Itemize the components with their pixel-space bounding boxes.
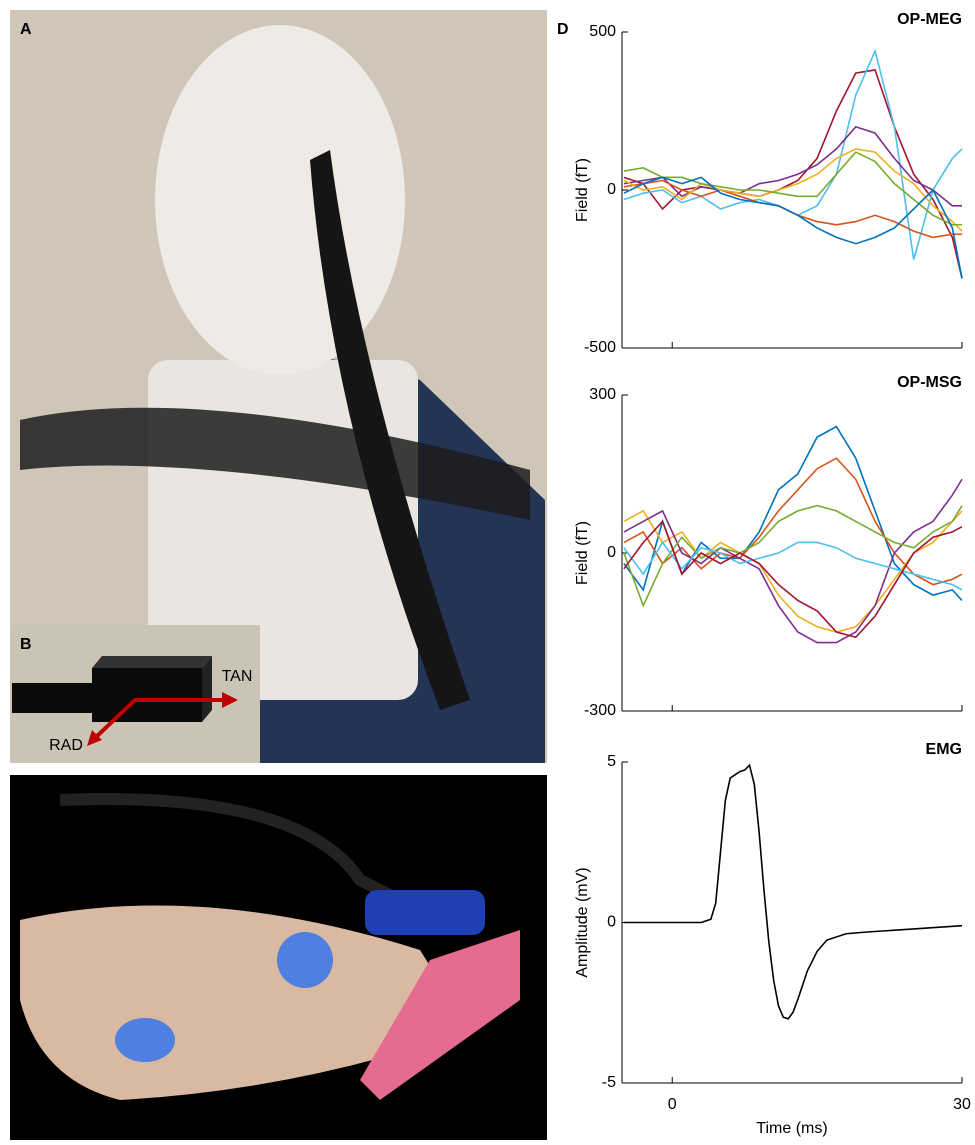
x-tick-label: 30 bbox=[953, 1096, 971, 1113]
y-tick-label: -5 bbox=[602, 1074, 616, 1091]
y-tick-label: 5 bbox=[607, 753, 616, 770]
y-tick-label: 0 bbox=[607, 181, 616, 198]
series-line bbox=[624, 51, 962, 260]
page: A B TAN RAD C D -5000500OP-MEGField (fT)… bbox=[0, 0, 975, 1140]
inset-b bbox=[10, 625, 260, 763]
panel-label: A bbox=[20, 21, 32, 38]
inset-label: TAN bbox=[222, 668, 253, 685]
series-line bbox=[624, 177, 962, 278]
y-axis-label: Field (fT) bbox=[574, 521, 591, 585]
panel-label: B bbox=[20, 636, 32, 653]
x-tick-label: 0 bbox=[668, 1096, 677, 1113]
chart-title: OP-MSG bbox=[897, 374, 962, 391]
panel-label: C bbox=[20, 803, 32, 820]
series-line bbox=[624, 479, 962, 642]
figure: A B TAN RAD C D -5000500OP-MEGField (fT)… bbox=[0, 0, 975, 1140]
y-tick-label: 300 bbox=[589, 386, 616, 403]
photo-c bbox=[10, 775, 547, 1140]
y-tick-label: 0 bbox=[607, 544, 616, 561]
y-axis-label: Amplitude (mV) bbox=[574, 867, 591, 977]
series-line bbox=[624, 765, 962, 1019]
y-tick-label: -500 bbox=[584, 339, 616, 356]
y-tick-label: 0 bbox=[607, 914, 616, 931]
x-axis-label: Time (ms) bbox=[756, 1120, 827, 1137]
inset-label: RAD bbox=[49, 737, 83, 754]
chart-title: EMG bbox=[926, 741, 962, 758]
chart-title: OP-MEG bbox=[897, 11, 962, 28]
y-tick-label: 500 bbox=[589, 23, 616, 40]
y-axis-label: Field (fT) bbox=[574, 158, 591, 222]
panel-label: D bbox=[557, 21, 569, 38]
y-tick-label: -300 bbox=[584, 702, 616, 719]
